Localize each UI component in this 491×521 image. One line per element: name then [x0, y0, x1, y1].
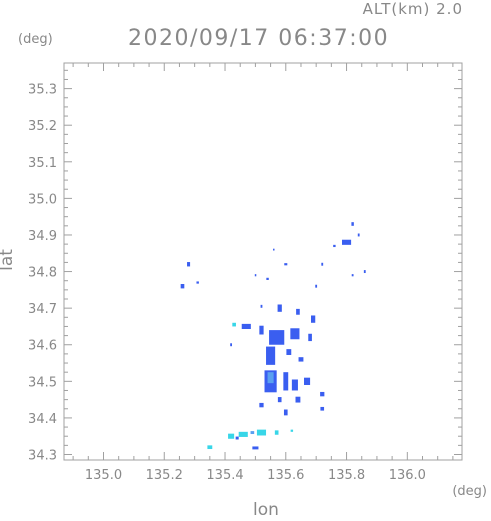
echo-cell [357, 233, 360, 237]
echo-cell [296, 308, 300, 315]
echo-cell [274, 430, 279, 435]
echo-cell [341, 239, 352, 245]
echo-cell [256, 429, 267, 436]
echo-cell [298, 357, 304, 362]
echo-cell [363, 270, 366, 274]
echo-cell [267, 372, 274, 384]
echo-cell [291, 379, 298, 391]
echo-cell [228, 433, 235, 439]
x-tick-label: 135.2 [146, 468, 183, 483]
echo-cell [252, 446, 259, 450]
x-tick-label: 136.0 [389, 468, 426, 483]
x-tick-label: 135.6 [267, 468, 304, 483]
echo-cell [250, 431, 255, 435]
y-tick-label: 35.0 [28, 192, 57, 207]
axis-tick-labels: 135.0 135.2 135.4 135.6 135.8 136.0 34.3 34.4 34… [28, 83, 426, 483]
y-tick-label: 35.3 [28, 83, 57, 98]
echo-cell [259, 325, 264, 335]
echo-cell [180, 284, 185, 289]
echo-cell [235, 436, 239, 440]
echo-cell [295, 396, 301, 403]
echo-cell [266, 346, 276, 365]
echo-cell [351, 222, 354, 226]
x-tick-label: 135.0 [85, 468, 122, 483]
y-axis-unit: (deg) [18, 32, 53, 47]
chart-title: 2020/09/17 06:37:00 [128, 26, 390, 51]
echo-cell [277, 397, 282, 403]
echo-cell [308, 333, 312, 342]
echo-cell [315, 284, 318, 288]
echo-cells [180, 222, 366, 450]
echo-cell [277, 304, 282, 312]
echo-cell [230, 343, 233, 347]
y-tick-label: 34.8 [28, 266, 57, 281]
altitude-label: ALT(km) 2.0 [362, 0, 463, 18]
echo-cell [207, 445, 213, 450]
y-tick-label: 34.4 [28, 412, 57, 427]
y-tick-label: 34.3 [28, 449, 57, 464]
y-tick-label: 34.5 [28, 375, 57, 390]
echo-cell [290, 429, 294, 432]
y-tick-label: 34.6 [28, 339, 57, 354]
y-axis-label: lat [0, 249, 17, 271]
echo-cell [266, 277, 269, 280]
echo-cell [283, 409, 288, 416]
echo-cell [351, 274, 354, 277]
x-tick-label: 135.4 [206, 468, 243, 483]
y-tick-label: 34.7 [28, 302, 57, 317]
x-axis-label: lon [253, 500, 279, 520]
x-tick-label: 135.8 [328, 468, 365, 483]
echo-cell [333, 244, 336, 248]
echo-cell [269, 330, 285, 345]
echo-cell [286, 349, 292, 355]
echo-cell [260, 304, 263, 308]
axis-ticks [64, 63, 462, 460]
echo-cell [254, 274, 257, 277]
echo-cell [290, 328, 300, 340]
y-tick-label: 34.9 [28, 229, 57, 244]
echo-cell [241, 323, 251, 330]
echo-cell [196, 281, 199, 284]
echo-cell [320, 406, 325, 411]
x-axis-unit: (deg) [452, 484, 487, 499]
echo-cell [320, 391, 325, 397]
plot-frame [63, 62, 463, 461]
echo-cell [187, 262, 191, 267]
echo-cell [283, 372, 289, 391]
echo-cell [273, 248, 275, 251]
echo-cell [284, 263, 288, 266]
echo-cell [311, 315, 316, 323]
echo-cell [259, 402, 264, 408]
echo-cell [232, 322, 236, 327]
y-tick-label: 35.1 [28, 156, 57, 171]
echo-cell [304, 377, 311, 385]
echo-cell [238, 431, 248, 437]
y-tick-label: 35.2 [28, 119, 57, 134]
echo-cell [321, 262, 324, 266]
